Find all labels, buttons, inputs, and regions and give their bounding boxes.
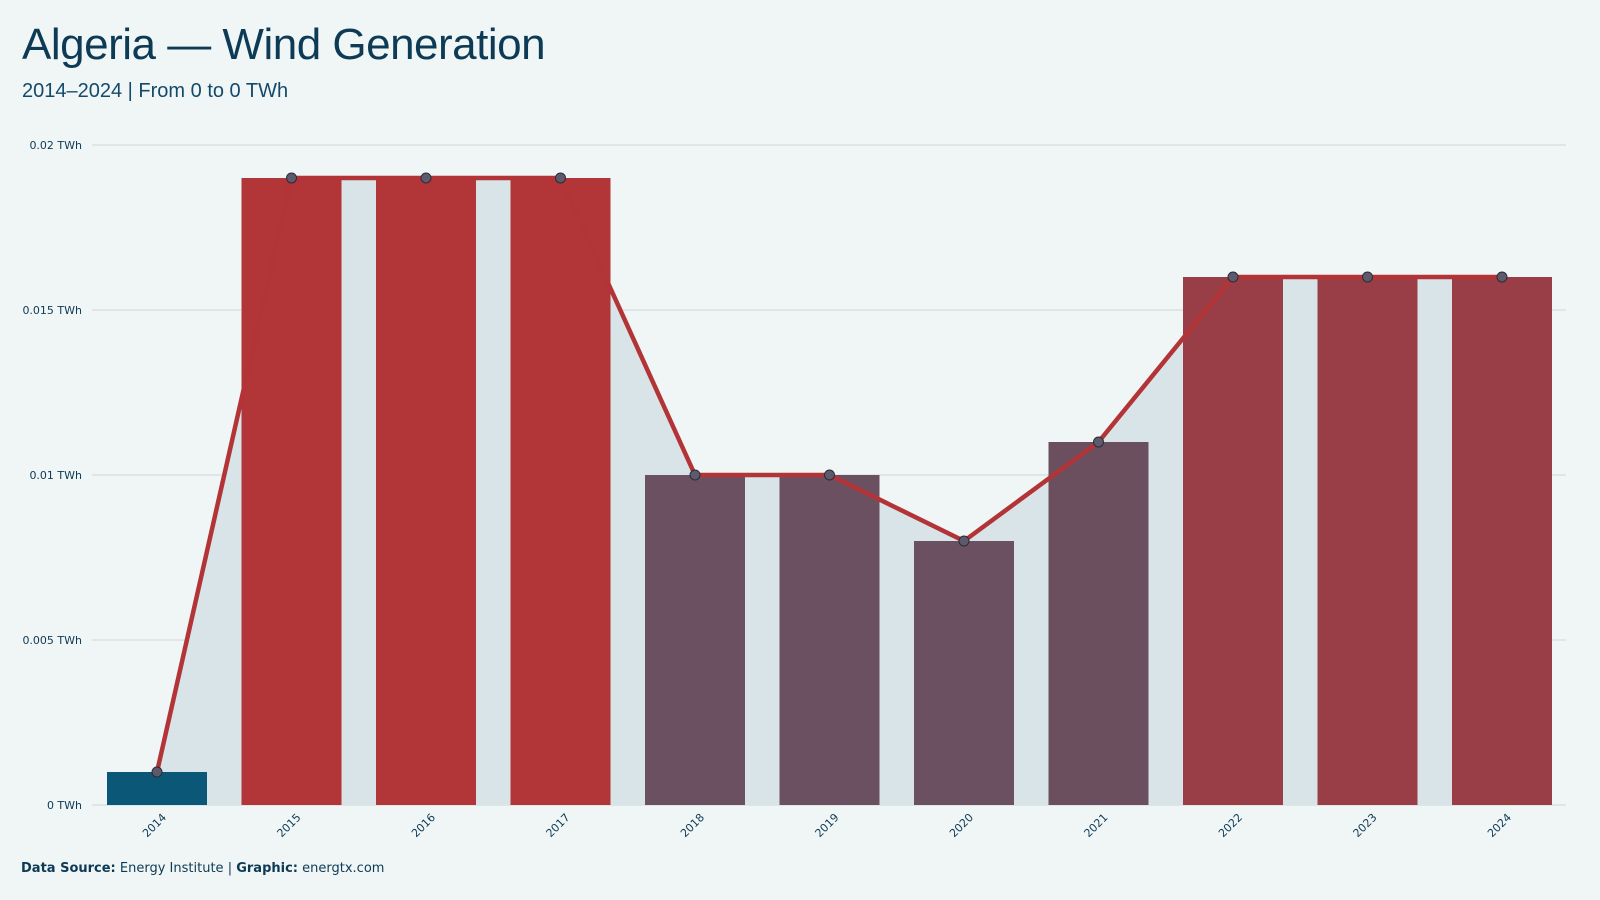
bar-2024 [1452,277,1552,805]
y-tick-label: 0.005 TWh [22,634,82,647]
chart-subtitle: 2014–2024 | From 0 to 0 TWh [22,80,289,102]
x-tick-label: 2020 [947,811,976,840]
bar-2021 [1048,442,1149,805]
bar-2019 [779,475,880,805]
y-axis-ticks: 0 TWh 0.005 TWh 0.01 TWh 0.015 TWh 0.02 TWh [22,139,82,812]
bar-2015 [241,178,342,805]
bar-2023 [1317,277,1418,805]
point-2020 [958,535,970,547]
footer-separator: | [227,861,233,876]
source-value: Energy Institute [119,861,224,876]
point-2017 [555,172,566,184]
bar-2022 [1183,277,1283,805]
x-tick-label: 2016 [409,811,438,840]
chart-title: Algeria — Wind Generation [22,20,546,69]
x-tick-label: 2017 [544,811,573,840]
bars [107,178,1552,805]
x-tick-label: 2023 [1351,811,1380,840]
x-axis-ticks: 2014 2015 2016 2017 2018 2019 2020 2021 2022 2023… [140,811,1514,840]
x-tick-label: 2014 [140,811,169,840]
point-2019 [824,469,835,481]
point-2018 [689,469,701,481]
point-2022 [1227,271,1239,283]
x-tick-label: 2018 [678,811,707,840]
point-2014 [151,766,163,778]
point-2016 [420,172,432,184]
x-tick-label: 2022 [1216,811,1245,840]
footer-credits: Data Source: Energy Institute | Graphic:… [21,861,384,876]
bar-2018 [645,475,745,805]
y-tick-label: 0 TWh [47,799,82,812]
line-markers [151,172,1508,778]
x-tick-label: 2024 [1485,811,1514,840]
graphic-label: Graphic: [236,861,298,876]
point-2024 [1496,271,1508,283]
bar-2020 [914,541,1014,805]
point-2023 [1362,271,1373,283]
y-tick-label: 0.02 TWh [29,139,82,152]
bar-2016 [376,178,476,805]
y-tick-label: 0.01 TWh [29,469,82,482]
graphic-value: energtx.com [302,861,385,876]
x-tick-label: 2021 [1082,811,1111,840]
y-tick-label: 0.015 TWh [22,304,82,317]
x-tick-label: 2015 [275,811,304,840]
point-2021 [1093,436,1104,448]
point-2015 [286,172,297,184]
source-label: Data Source: [21,861,116,876]
bar-2017 [510,178,611,805]
x-tick-label: 2019 [813,811,842,840]
